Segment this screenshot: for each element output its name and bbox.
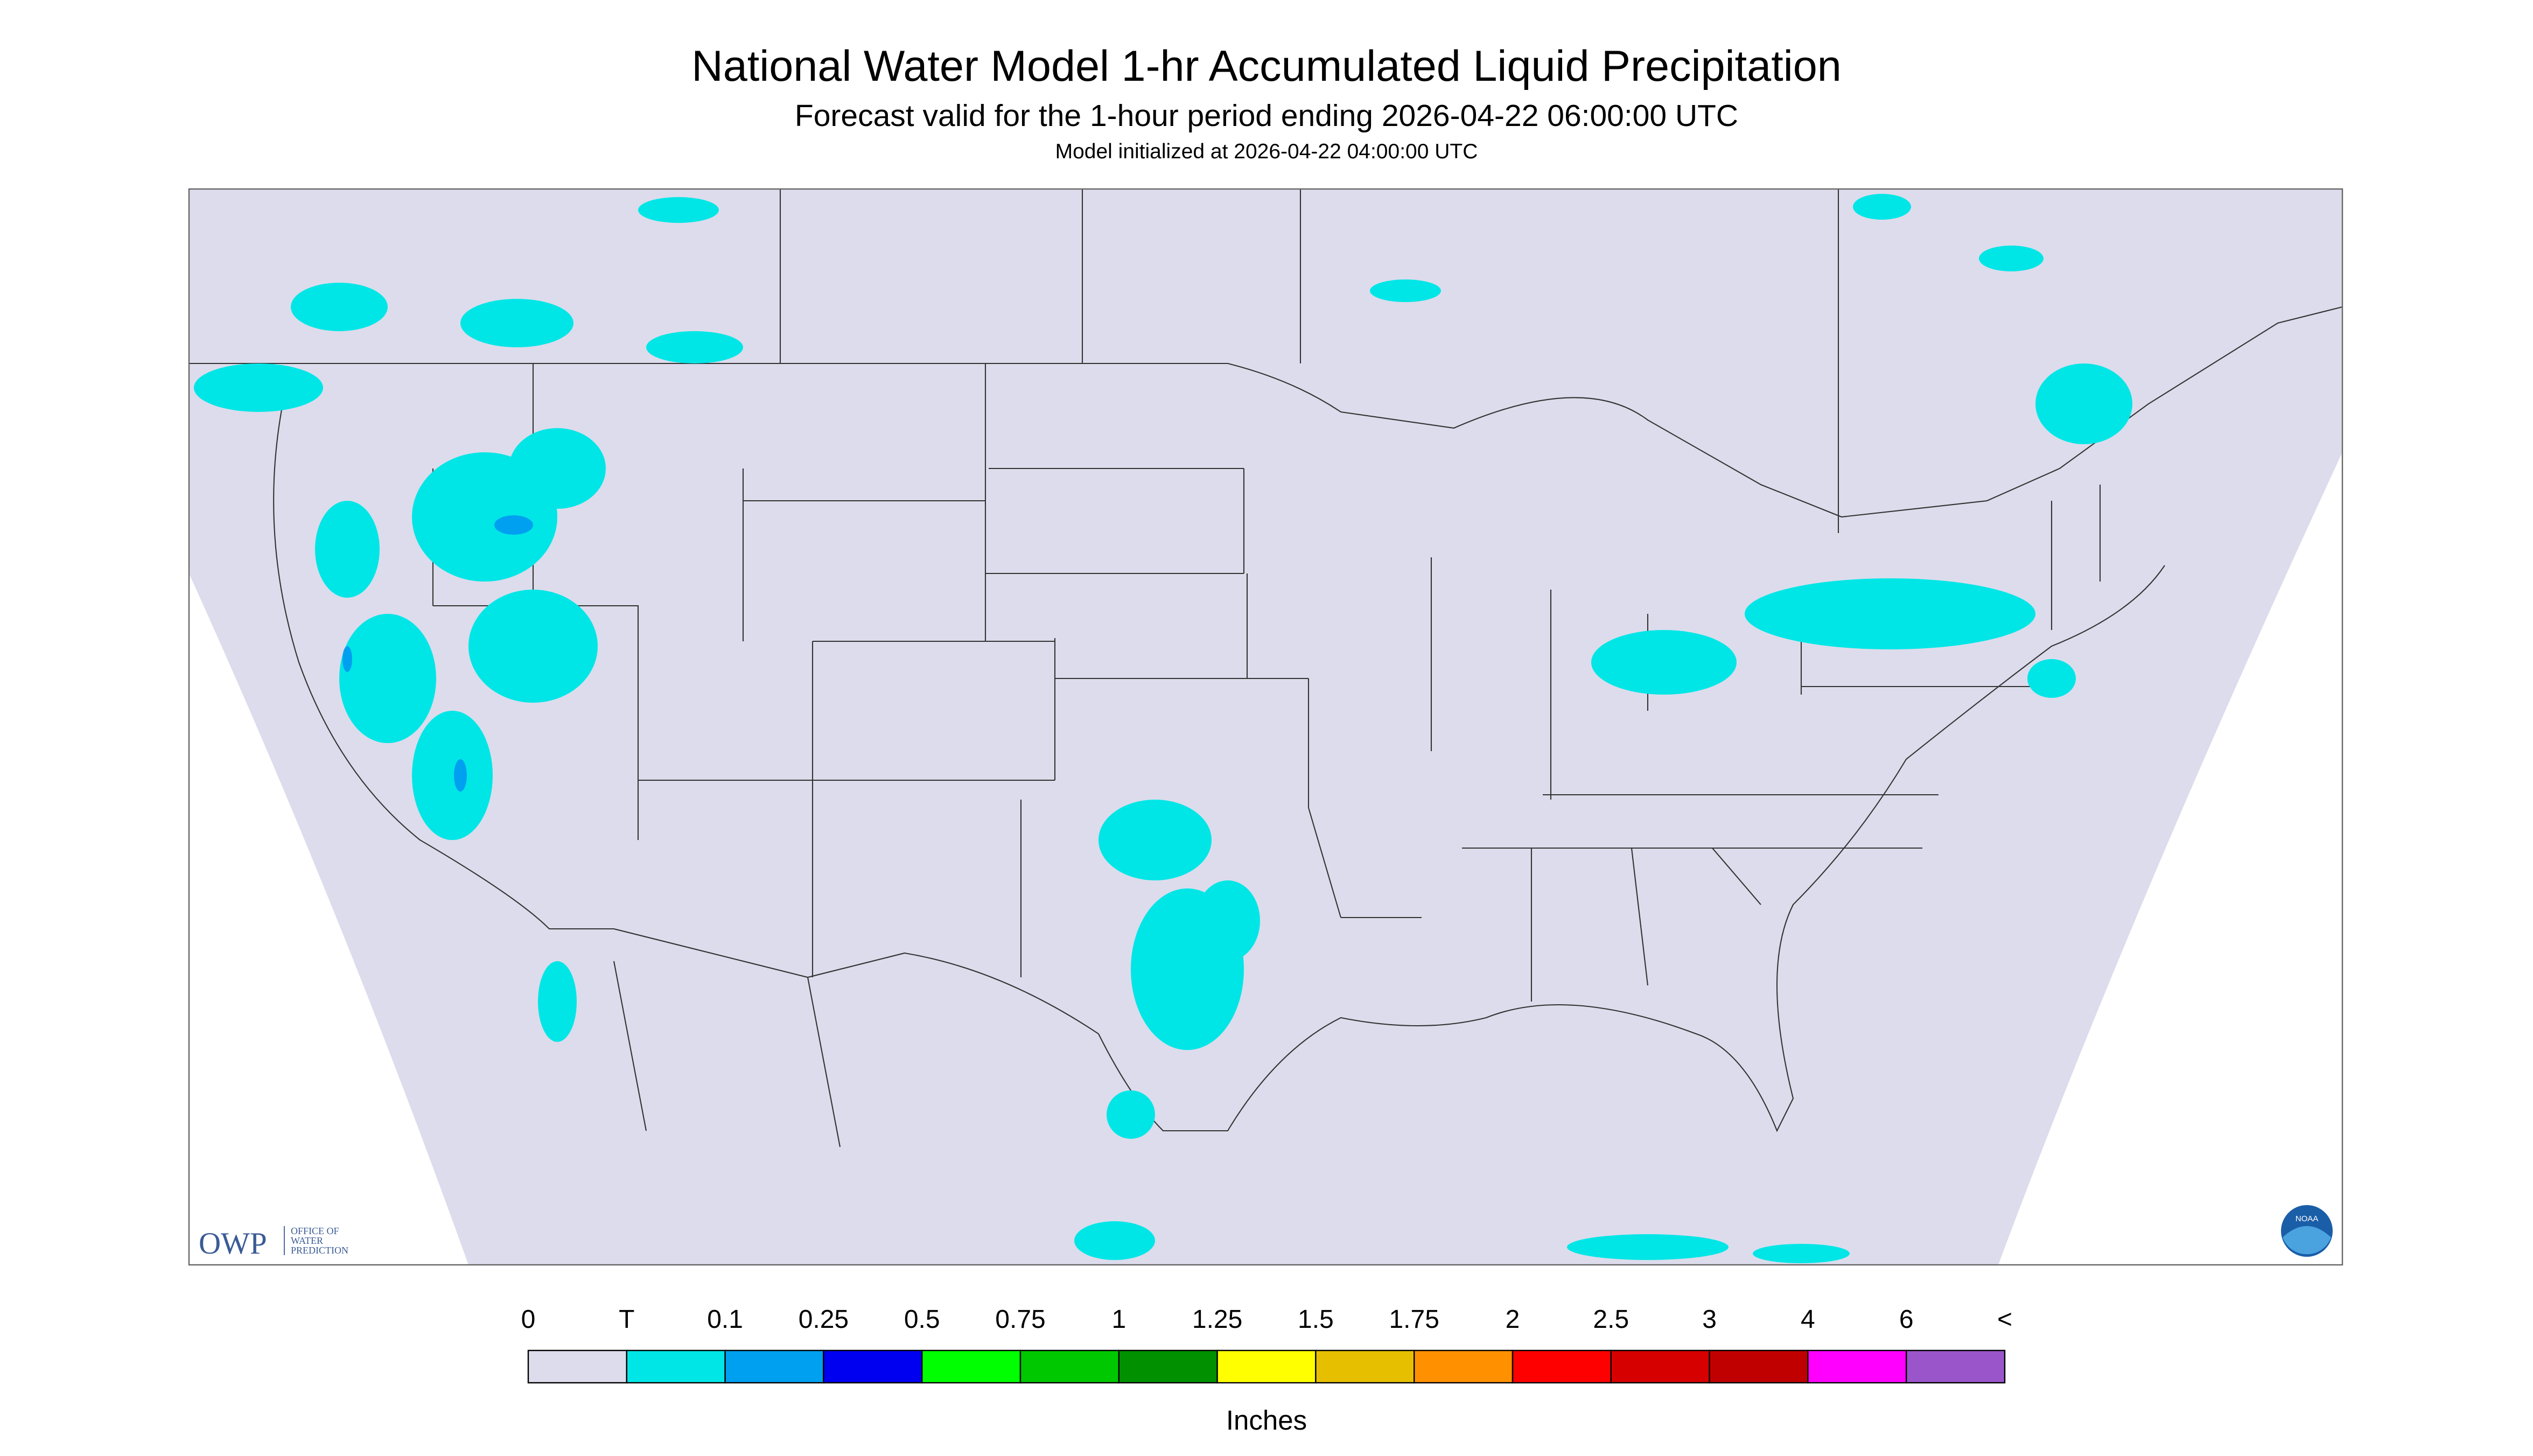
legend-swatch: [1414, 1349, 1514, 1384]
precip-areas-heavier: [342, 515, 533, 792]
legend-label: 0.1: [707, 1305, 743, 1334]
init-note: Model initialized at 2026-04-22 04:00:00…: [1055, 140, 1478, 163]
subtitle: Forecast valid for the 1-hour period end…: [795, 99, 1738, 133]
legend-label: 4: [1801, 1305, 1815, 1334]
legend-swatch: [626, 1349, 726, 1384]
legend-label: 1: [1111, 1305, 1126, 1334]
noaa-logo-wave: [2283, 1226, 2331, 1255]
legend-swatch: [1807, 1349, 1907, 1384]
legend-label: 1.5: [1298, 1305, 1334, 1334]
owp-text-line: OFFICE OF: [291, 1226, 339, 1236]
precip-areas: [194, 194, 2132, 1264]
legend-swatch: [527, 1349, 628, 1384]
title: National Water Model 1-hr Accumulated Li…: [691, 42, 1842, 90]
legend-swatch: [921, 1349, 1021, 1384]
projection-edge: [189, 573, 468, 1265]
owp-logo-text: OFFICE OF WATER PREDICTION: [291, 1226, 348, 1256]
legend-swatch: [823, 1349, 923, 1384]
legend-label: 1.25: [1192, 1305, 1242, 1334]
legend-label: 2: [1506, 1305, 1520, 1334]
legend-swatch: [1019, 1349, 1120, 1384]
legend-label: 0.75: [995, 1305, 1045, 1334]
legend: Inches 0 T 0.1 0.25 0.5 0.75 1 1.25 1.5 1.75 2 2.5 3…: [521, 1305, 2012, 1436]
owp-text-line: PREDICTION: [291, 1245, 348, 1256]
owp-text-line: WATER: [291, 1235, 323, 1246]
legend-label: T: [619, 1305, 634, 1334]
legend-label: 6: [1899, 1305, 1914, 1334]
legend-label: 0.5: [904, 1305, 940, 1334]
legend-swatch: [1610, 1349, 1710, 1384]
legend-label: 0: [521, 1305, 536, 1334]
map-background: [189, 189, 2342, 1265]
legend-swatch: [724, 1349, 824, 1384]
map: OWP OFFICE OF WATER PREDICTION NOAA: [188, 188, 2343, 1266]
legend-swatch: [1118, 1349, 1218, 1384]
legend-unit: Inches: [1226, 1405, 1307, 1436]
legend-swatch: [1216, 1349, 1317, 1384]
legend-label: 0.25: [799, 1305, 849, 1334]
legend-swatch: [1512, 1349, 1612, 1384]
legend-swatch: [1709, 1349, 1809, 1384]
legend-label: 3: [1702, 1305, 1717, 1334]
owp-logo: OWP: [199, 1227, 267, 1261]
noaa-logo-text: NOAA: [2296, 1214, 2319, 1223]
map-frame: [188, 188, 2343, 1266]
legend-label: 1.75: [1389, 1305, 1439, 1334]
legend-label: <: [1997, 1305, 2012, 1334]
legend-label: 2.5: [1593, 1305, 1629, 1334]
legend-swatch: [1905, 1349, 2006, 1384]
projection-edge: [1998, 452, 2342, 1265]
legend-swatch: [1315, 1349, 1415, 1384]
boundaries: [189, 189, 2343, 1147]
